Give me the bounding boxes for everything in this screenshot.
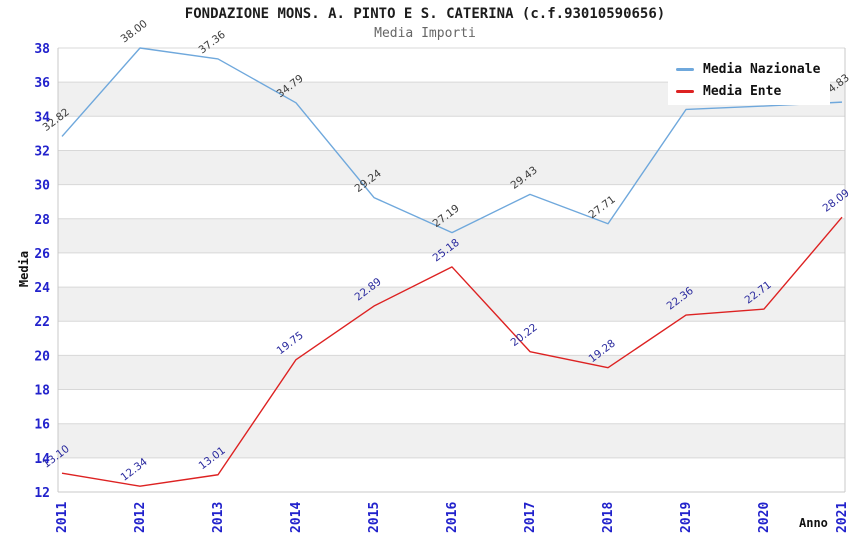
grid-band — [58, 218, 845, 253]
x-tick-label: 2018 — [601, 502, 616, 533]
y-tick-label: 22 — [34, 315, 50, 330]
x-tick-label: 2012 — [133, 502, 148, 533]
x-tick-label: 2011 — [55, 502, 70, 533]
line-swatch-icon — [676, 90, 694, 93]
y-tick-label: 16 — [34, 418, 50, 433]
y-tick-label: 18 — [34, 384, 50, 399]
legend-label: Media Ente — [703, 84, 782, 99]
grid-band — [58, 355, 845, 390]
y-tick-label: 34 — [34, 110, 50, 125]
y-tick-label: 14 — [34, 452, 50, 467]
data-label: 19.75 — [275, 329, 306, 357]
x-tick-label: 2020 — [757, 502, 772, 533]
x-tick-label: 2021 — [835, 502, 850, 533]
x-tick-label: 2016 — [445, 502, 460, 533]
y-tick-label: 30 — [34, 179, 50, 194]
grid-band — [58, 287, 845, 322]
y-tick-label: 24 — [34, 281, 50, 296]
chart-title: FONDAZIONE MONS. A. PINTO E S. CATERINA … — [184, 6, 666, 22]
x-axis-title: Anno — [799, 516, 828, 530]
line-swatch-icon — [676, 68, 694, 71]
y-tick-label: 36 — [34, 76, 50, 91]
legend: Media Nazionale Media Ente — [668, 56, 831, 105]
x-tick-label: 2014 — [289, 502, 304, 533]
y-axis-title: Media — [17, 250, 31, 288]
x-tick-label: 2019 — [679, 502, 694, 533]
x-tick-label: 2017 — [523, 502, 538, 533]
x-tick-label: 2015 — [367, 502, 382, 533]
grid-band — [58, 150, 845, 185]
legend-item-media-ente: Media Ente — [676, 84, 820, 99]
legend-item-media-nazionale: Media Nazionale — [676, 62, 820, 77]
y-tick-label: 20 — [34, 349, 50, 364]
series-line-media-nazionale — [61, 47, 843, 234]
data-label: 12.34 — [119, 456, 150, 484]
y-tick-label: 26 — [34, 247, 50, 262]
y-tick-label: 32 — [34, 144, 50, 159]
series-line-media-ente — [61, 216, 843, 487]
data-label: 28.09 — [821, 187, 850, 215]
y-tick-label: 12 — [34, 486, 50, 501]
y-tick-label: 28 — [34, 213, 50, 228]
x-tick-label: 2013 — [211, 502, 226, 533]
grid-band — [58, 423, 845, 458]
chart-subtitle: Media Importi — [374, 26, 476, 41]
y-tick-label: 38 — [34, 42, 50, 57]
legend-label: Media Nazionale — [703, 62, 821, 77]
